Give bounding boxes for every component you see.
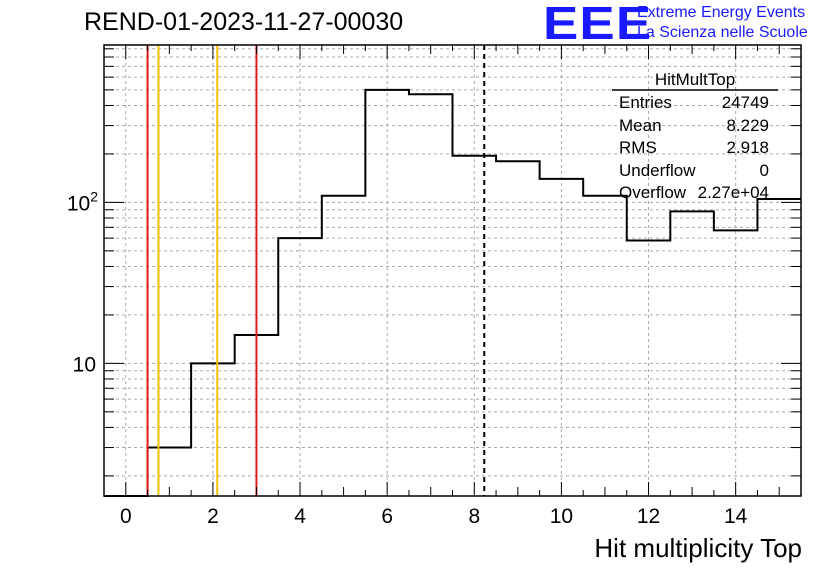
x-tick-label: 0 xyxy=(120,505,132,528)
logo-line-2: La Scienza nelle Scuole xyxy=(637,24,808,41)
stats-key: RMS xyxy=(619,138,657,157)
x-tick-label: 10 xyxy=(550,505,573,528)
stats-key: Mean xyxy=(619,115,662,135)
x-tick-label: 2 xyxy=(207,505,219,528)
axis-ticks xyxy=(104,45,802,496)
stats-value: 24749 xyxy=(721,93,769,112)
histogram-outline xyxy=(104,88,801,497)
x-tick-label: 6 xyxy=(381,505,393,528)
stats-row: RMS 2.918 xyxy=(619,138,769,160)
x-tick-label: 14 xyxy=(724,505,748,528)
stats-value: 2.918 xyxy=(726,138,769,157)
stats-box-title: HitMultTop xyxy=(654,70,736,89)
stats-value: 8.229 xyxy=(726,115,769,135)
eee-logo: EEE xyxy=(543,0,653,49)
stats-key: Underflow xyxy=(619,160,696,180)
y-tick-label: 10 xyxy=(73,353,96,376)
x-tick-label: 4 xyxy=(294,505,306,528)
logo-line-1: Extreme Energy Events xyxy=(637,4,806,21)
stats-key: Entries xyxy=(619,93,672,112)
stats-row: Entries 24749 xyxy=(619,93,769,115)
stats-row: Underflow 0 xyxy=(619,161,769,183)
stats-row: Mean 8.229 xyxy=(619,116,769,138)
histogram-bars xyxy=(104,88,801,497)
x-tick-label: 8 xyxy=(468,505,480,528)
x-axis-title: Hit multiplicity Top xyxy=(594,533,802,563)
run-title: REND-01-2023-11-27-00030 xyxy=(84,8,404,36)
tick-labels: 0 2 4 6 8 10 12 14 10 102 xyxy=(67,188,748,528)
stats-key: Overflow xyxy=(619,183,687,202)
y-tick-label: 102 xyxy=(67,188,98,215)
stats-value: 0 xyxy=(759,160,769,180)
x-tick-label: 12 xyxy=(637,505,660,528)
stats-row: Overflow 2.27e+04 xyxy=(619,183,769,205)
stats-value: 2.27e+04 xyxy=(697,183,769,202)
marker-lines xyxy=(146,45,486,496)
